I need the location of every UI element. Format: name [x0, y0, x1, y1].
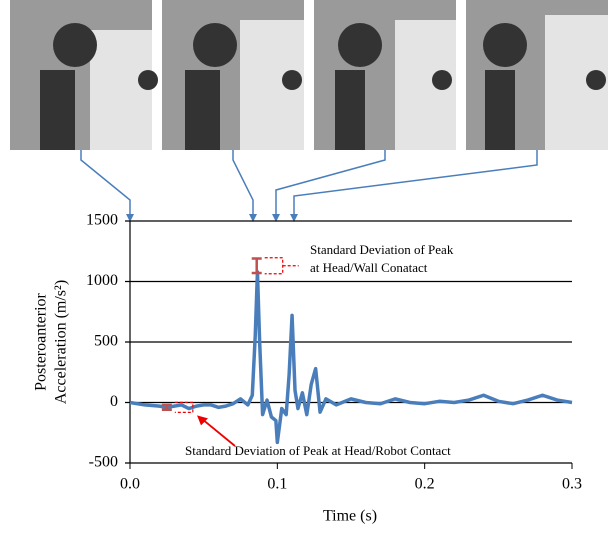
y-tick-label: 500	[94, 333, 118, 350]
y-axis-label: Acceleration (m/s²)	[53, 280, 70, 404]
x-tick-label: 0.2	[415, 476, 435, 493]
error-bar	[161, 403, 172, 412]
error-bar	[251, 257, 262, 275]
x-tick-label: 0.1	[267, 476, 287, 493]
y-tick-label: 0	[110, 393, 118, 410]
y-tick-label: -500	[89, 454, 118, 471]
annotation-arrow-head	[197, 415, 208, 426]
annotation-bracket	[264, 257, 299, 275]
x-tick-label: 0.3	[562, 476, 582, 493]
y-tick-label: 1500	[86, 212, 118, 229]
annotation: Standard Deviation of Peak at Head/Robot…	[185, 443, 451, 458]
photo-detail	[40, 23, 606, 150]
photo-arrows	[80, 150, 538, 218]
x-axis-label: Time (s)	[323, 508, 377, 525]
annotation-arrow	[199, 416, 236, 447]
annotation-bracket	[174, 401, 194, 413]
data-line	[129, 270, 573, 445]
arrow-heads	[126, 214, 298, 222]
y-axis-label: Posteroanterior	[33, 292, 50, 390]
annotation: Standard Deviation of Peak	[310, 242, 454, 257]
x-tick-label: 0.0	[120, 476, 140, 493]
annotation: at Head/Wall Conatact	[310, 260, 428, 275]
photos	[10, 0, 608, 150]
y-tick-label: 1000	[86, 272, 118, 289]
